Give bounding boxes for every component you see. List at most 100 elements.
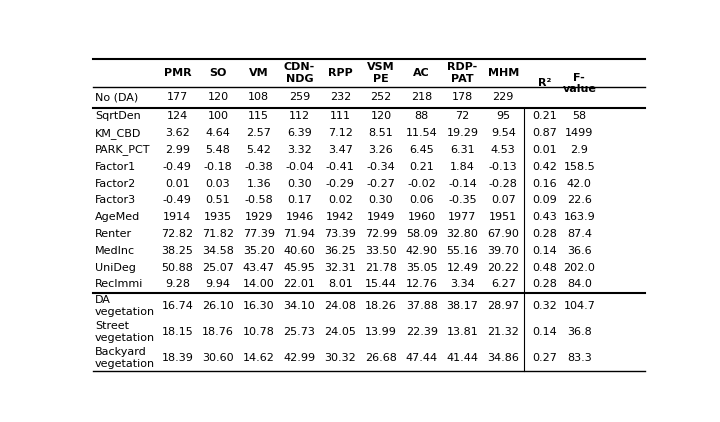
Text: 1946: 1946 <box>285 212 314 222</box>
Text: UniDeg: UniDeg <box>95 262 136 273</box>
Text: 33.50: 33.50 <box>365 246 397 256</box>
Text: 40.60: 40.60 <box>284 246 315 256</box>
Text: 6.27: 6.27 <box>491 279 516 289</box>
Text: 88: 88 <box>415 111 429 122</box>
Text: 2.9: 2.9 <box>570 145 588 155</box>
Text: 58: 58 <box>572 111 586 122</box>
Text: -0.58: -0.58 <box>244 195 273 206</box>
Text: 158.5: 158.5 <box>564 162 595 172</box>
Text: 0.87: 0.87 <box>532 128 557 138</box>
Text: 0.42: 0.42 <box>532 162 557 172</box>
Text: 1951: 1951 <box>489 212 517 222</box>
Text: RecImmi: RecImmi <box>95 279 143 289</box>
Text: 10.78: 10.78 <box>243 327 275 337</box>
Text: 124: 124 <box>167 111 188 122</box>
Text: 16.74: 16.74 <box>161 301 193 311</box>
Text: Street
vegetation: Street vegetation <box>95 321 155 343</box>
Text: R²: R² <box>538 78 551 88</box>
Text: MHM: MHM <box>487 68 519 78</box>
Text: 112: 112 <box>289 111 310 122</box>
Text: PARK_PCT: PARK_PCT <box>95 145 150 155</box>
Text: 12.49: 12.49 <box>446 262 479 273</box>
Text: -0.41: -0.41 <box>326 162 355 172</box>
Text: -0.49: -0.49 <box>163 162 192 172</box>
Text: 5.48: 5.48 <box>206 145 230 155</box>
Text: 18.15: 18.15 <box>161 327 193 337</box>
Text: KM_CBD: KM_CBD <box>95 128 141 139</box>
Text: 0.43: 0.43 <box>532 212 557 222</box>
Text: 41.44: 41.44 <box>446 353 479 363</box>
Text: 5.42: 5.42 <box>246 145 271 155</box>
Text: 14.62: 14.62 <box>243 353 275 363</box>
Text: 42.90: 42.90 <box>406 246 438 256</box>
Text: 35.20: 35.20 <box>243 246 274 256</box>
Text: 3.26: 3.26 <box>369 145 393 155</box>
Text: 202.0: 202.0 <box>564 262 595 273</box>
Text: 6.39: 6.39 <box>287 128 312 138</box>
Text: Renter: Renter <box>95 229 132 239</box>
Text: 13.99: 13.99 <box>365 327 397 337</box>
Text: 115: 115 <box>248 111 269 122</box>
Text: 30.60: 30.60 <box>202 353 234 363</box>
Text: 73.39: 73.39 <box>324 229 356 239</box>
Text: 72.99: 72.99 <box>365 229 397 239</box>
Text: 1929: 1929 <box>245 212 273 222</box>
Text: 1960: 1960 <box>408 212 436 222</box>
Text: 0.01: 0.01 <box>165 179 189 189</box>
Text: 95: 95 <box>496 111 510 122</box>
Text: 9.28: 9.28 <box>165 279 190 289</box>
Text: -0.13: -0.13 <box>489 162 518 172</box>
Text: 1935: 1935 <box>204 212 232 222</box>
Text: -0.29: -0.29 <box>326 179 355 189</box>
Text: 6.45: 6.45 <box>410 145 434 155</box>
Text: 26.10: 26.10 <box>202 301 234 311</box>
Text: -0.35: -0.35 <box>448 195 477 206</box>
Text: 26.68: 26.68 <box>365 353 397 363</box>
Text: 71.82: 71.82 <box>202 229 234 239</box>
Text: 108: 108 <box>248 92 269 103</box>
Text: 72.82: 72.82 <box>161 229 194 239</box>
Text: 43.47: 43.47 <box>243 262 275 273</box>
Text: SO: SO <box>210 68 227 78</box>
Text: 84.0: 84.0 <box>567 279 592 289</box>
Text: F-
value: F- value <box>562 73 596 94</box>
Text: 163.9: 163.9 <box>564 212 595 222</box>
Text: Factor3: Factor3 <box>95 195 136 206</box>
Text: 7.12: 7.12 <box>328 128 353 138</box>
Text: 24.05: 24.05 <box>324 327 356 337</box>
Text: 0.28: 0.28 <box>532 229 557 239</box>
Text: -0.49: -0.49 <box>163 195 192 206</box>
Text: 1914: 1914 <box>163 212 192 222</box>
Text: 21.78: 21.78 <box>365 262 397 273</box>
Text: 0.27: 0.27 <box>532 353 557 363</box>
Text: 3.34: 3.34 <box>450 279 475 289</box>
Text: MedInc: MedInc <box>95 246 135 256</box>
Text: -0.14: -0.14 <box>448 179 477 189</box>
Text: 0.06: 0.06 <box>410 195 434 206</box>
Text: 18.39: 18.39 <box>161 353 193 363</box>
Text: 0.21: 0.21 <box>410 162 434 172</box>
Text: 120: 120 <box>207 92 229 103</box>
Text: 24.08: 24.08 <box>324 301 356 311</box>
Text: 14.00: 14.00 <box>243 279 274 289</box>
Text: 18.26: 18.26 <box>365 301 397 311</box>
Text: 71.94: 71.94 <box>284 229 315 239</box>
Text: 21.32: 21.32 <box>487 327 519 337</box>
Text: 0.30: 0.30 <box>369 195 393 206</box>
Text: 77.39: 77.39 <box>243 229 275 239</box>
Text: -0.38: -0.38 <box>244 162 273 172</box>
Text: Backyard
vegetation: Backyard vegetation <box>95 347 155 368</box>
Text: 30.32: 30.32 <box>325 353 356 363</box>
Text: 1977: 1977 <box>449 212 477 222</box>
Text: 9.54: 9.54 <box>491 128 516 138</box>
Text: 4.64: 4.64 <box>206 128 230 138</box>
Text: 3.47: 3.47 <box>328 145 353 155</box>
Text: 6.31: 6.31 <box>450 145 474 155</box>
Text: 232: 232 <box>330 92 351 103</box>
Text: -0.34: -0.34 <box>366 162 395 172</box>
Text: 42.0: 42.0 <box>567 179 592 189</box>
Text: -0.04: -0.04 <box>285 162 314 172</box>
Text: 259: 259 <box>289 92 310 103</box>
Text: 0.07: 0.07 <box>491 195 516 206</box>
Text: 36.25: 36.25 <box>325 246 356 256</box>
